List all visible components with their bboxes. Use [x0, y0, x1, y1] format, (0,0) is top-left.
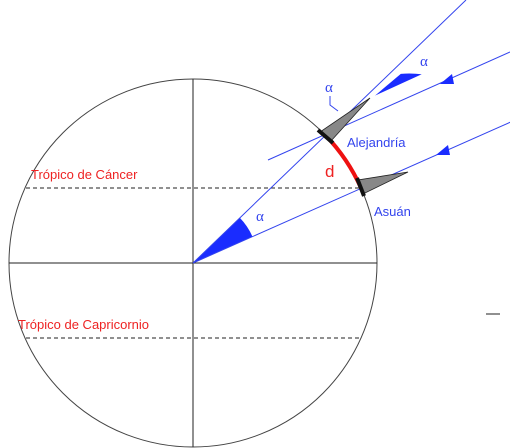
gnomon: [355, 171, 409, 197]
tropic-label: Trópico de Cáncer: [31, 167, 138, 182]
alpha-label: α: [420, 54, 428, 70]
ray: [267, 51, 510, 161]
ray: [192, 121, 510, 264]
gnomon: [316, 97, 371, 145]
alpha-label: α: [325, 80, 333, 96]
bracket: [329, 96, 339, 112]
city-label: Asuán: [374, 204, 411, 219]
city-label: Alejandría: [347, 135, 406, 150]
arrow: [440, 74, 454, 84]
angle-wedge: [375, 73, 422, 96]
distance-label: d: [325, 162, 334, 181]
tropic-label: Trópico de Capricornio: [18, 317, 149, 332]
arrow: [436, 145, 450, 155]
angle-wedge: [193, 217, 253, 263]
alpha-label: α: [256, 209, 264, 225]
